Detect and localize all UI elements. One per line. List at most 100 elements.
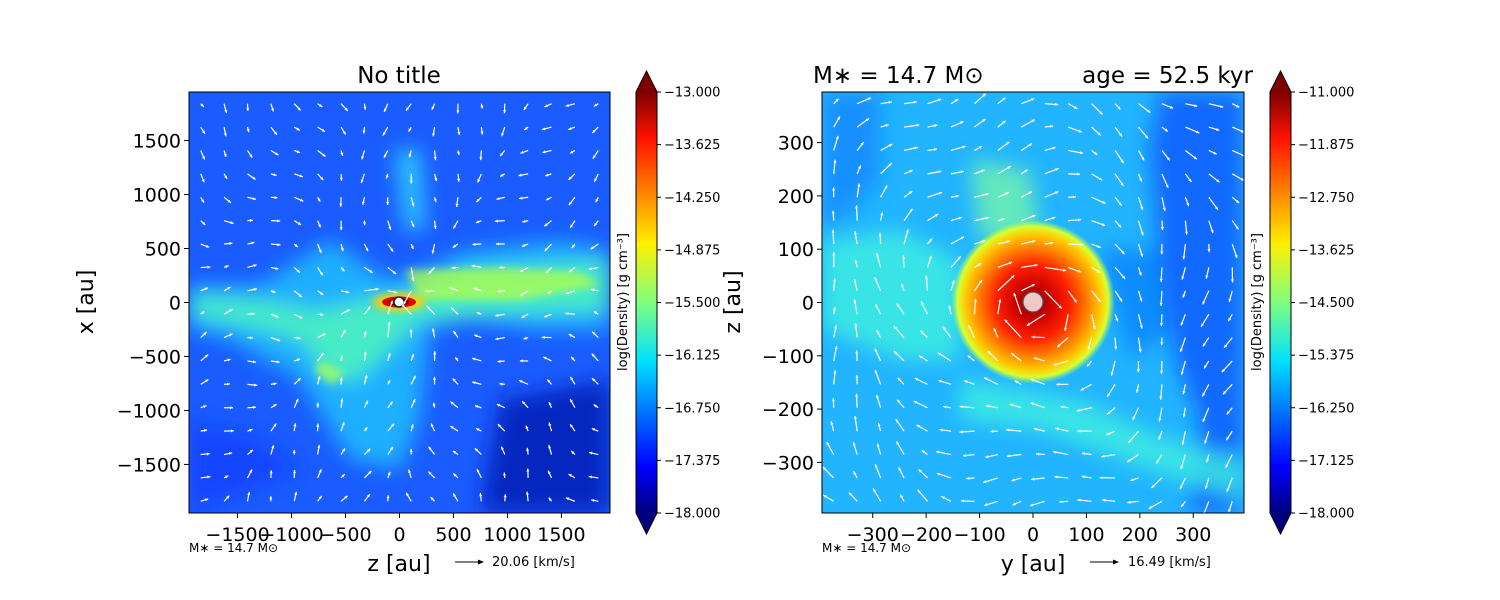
velocity-arrow-head bbox=[1140, 253, 1144, 257]
velocity-arrow-head bbox=[320, 176, 324, 181]
right-colorbar-tick-label: −11.000 bbox=[1298, 86, 1354, 101]
velocity-arrow-head bbox=[545, 173, 549, 177]
velocity-arrow-head bbox=[1225, 464, 1229, 468]
right-colorbar-tick-label: −13.625 bbox=[1298, 243, 1354, 258]
velocity-arrow-head bbox=[387, 471, 391, 476]
velocity-arrow-head bbox=[1196, 130, 1200, 134]
velocity-arrow-head bbox=[571, 244, 575, 249]
velocity-arrow-head bbox=[1031, 335, 1035, 339]
velocity-arrow-head bbox=[204, 354, 209, 358]
velocity-arrow-head bbox=[877, 423, 881, 427]
left-colorbar bbox=[635, 69, 658, 536]
velocity-arrow-head bbox=[247, 491, 251, 496]
velocity-arrow-head bbox=[985, 404, 990, 408]
velocity-arrow-head bbox=[823, 467, 827, 471]
velocity-arrow-head bbox=[519, 293, 524, 296]
velocity-arrow-head bbox=[929, 238, 933, 242]
velocity-arrow-head bbox=[254, 383, 258, 387]
velocity-arrow-head bbox=[271, 445, 275, 449]
velocity-arrow-head bbox=[961, 499, 965, 503]
velocity-arrow-head bbox=[1062, 268, 1067, 272]
velocity-arrow-head bbox=[425, 289, 429, 293]
velocity-arrow-head bbox=[548, 445, 552, 449]
velocity-arrow-head bbox=[565, 103, 570, 107]
velocity-arrow-head bbox=[299, 315, 303, 319]
velocity-arrow-head bbox=[384, 108, 387, 112]
velocity-arrow-head bbox=[1226, 436, 1230, 441]
velocity-arrow-head bbox=[589, 451, 593, 455]
velocity-arrow-head bbox=[591, 498, 595, 502]
velocity-arrow-head bbox=[853, 279, 857, 283]
velocity-arrow-head bbox=[341, 474, 345, 478]
right-x-tick-label: 100 bbox=[1068, 524, 1104, 546]
velocity-arrow-head bbox=[390, 300, 393, 304]
velocity-arrow-head bbox=[207, 265, 211, 269]
velocity-arrow-head bbox=[832, 252, 836, 256]
velocity-arrow-head bbox=[1058, 305, 1062, 309]
velocity-arrow-head bbox=[1002, 97, 1006, 101]
velocity-arrow-head bbox=[966, 476, 970, 480]
velocity-arrow-head bbox=[1148, 505, 1153, 509]
velocity-arrow-head bbox=[361, 156, 365, 160]
velocity-arrow-head bbox=[1221, 368, 1225, 373]
velocity-arrow-head bbox=[1186, 202, 1190, 207]
velocity-arrow-head bbox=[296, 127, 300, 131]
velocity-arrow bbox=[1026, 313, 1046, 327]
velocity-arrow-head bbox=[476, 428, 480, 432]
velocity-arrow-head bbox=[570, 150, 574, 154]
velocity-arrow-head bbox=[1097, 298, 1101, 302]
velocity-arrow-head bbox=[522, 219, 526, 223]
velocity-arrow-head bbox=[1080, 387, 1085, 391]
velocity-arrow-head bbox=[367, 306, 371, 310]
velocity-arrow-head bbox=[1078, 218, 1082, 222]
velocity-arrow-head bbox=[342, 131, 346, 135]
right-x-tick-label: 0 bbox=[1027, 524, 1039, 546]
velocity-arrow-head bbox=[1011, 478, 1015, 482]
velocity-arrow-head bbox=[1235, 226, 1239, 230]
velocity-arrow-head bbox=[855, 205, 859, 209]
velocity-arrow-head bbox=[249, 154, 253, 158]
velocity-arrow-head bbox=[1034, 427, 1038, 431]
right-y-tick-label: −300 bbox=[762, 452, 814, 474]
central-density-peak bbox=[373, 293, 425, 311]
velocity-arrow-head bbox=[547, 290, 552, 294]
velocity-arrow-head bbox=[320, 312, 324, 316]
velocity-arrow-head bbox=[831, 210, 835, 214]
right-x-tick-label: −100 bbox=[953, 524, 1005, 546]
right-y-ticks: −300 −200 −100 0 100 200 300 bbox=[762, 133, 822, 474]
velocity-arrow-head bbox=[960, 236, 965, 240]
velocity-arrow-head bbox=[202, 221, 206, 225]
velocity-arrow-head bbox=[895, 419, 899, 423]
velocity-arrow-head bbox=[1011, 275, 1015, 279]
velocity-arrow-head bbox=[593, 103, 598, 107]
velocity-arrow-head bbox=[934, 214, 939, 217]
velocity-arrow-head bbox=[1117, 224, 1122, 228]
velocity-arrow-head bbox=[474, 405, 479, 409]
velocity-arrow-head bbox=[273, 423, 277, 427]
velocity-arrow-head bbox=[297, 107, 301, 111]
velocity-arrow-head bbox=[876, 253, 879, 257]
velocity-arrow-head bbox=[428, 446, 432, 450]
velocity-arrow-head bbox=[383, 154, 387, 158]
velocity-arrow-head bbox=[1120, 159, 1124, 163]
velocity-arrow-head bbox=[548, 470, 551, 474]
velocity-arrow-head bbox=[876, 443, 880, 448]
velocity-arrow-head bbox=[321, 128, 326, 132]
velocity-arrow-head bbox=[937, 472, 941, 476]
velocity-arrow-head bbox=[1054, 475, 1058, 479]
velocity-arrow-head bbox=[984, 503, 988, 506]
velocity-arrow-head bbox=[319, 291, 324, 295]
velocity-arrow-head bbox=[1127, 459, 1131, 462]
velocity-arrow-head bbox=[523, 106, 527, 111]
velocity-arrow-head bbox=[823, 495, 827, 498]
velocity-arrow-head bbox=[1169, 105, 1174, 109]
right-mass-note: M∗ = 14.7 M⊙ bbox=[822, 541, 911, 555]
velocity-arrow-head bbox=[938, 379, 942, 383]
velocity-arrow-head bbox=[1234, 254, 1238, 258]
right-colorbar-tick-label: −11.875 bbox=[1298, 138, 1354, 153]
velocity-arrow-head bbox=[1055, 427, 1059, 431]
velocity-arrow-head bbox=[959, 405, 963, 409]
velocity-arrow-head bbox=[230, 429, 234, 433]
velocity-arrow-head bbox=[1235, 199, 1240, 204]
